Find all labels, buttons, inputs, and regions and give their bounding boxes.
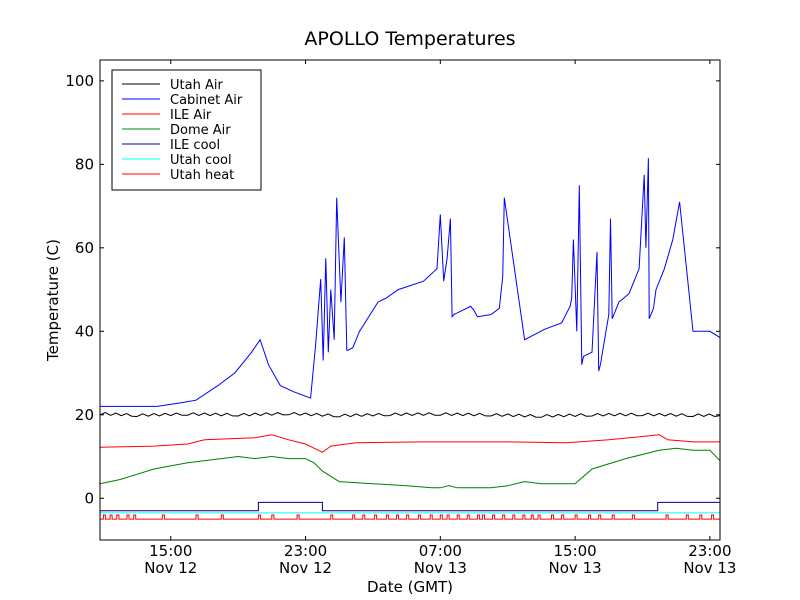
series-line-cabinet-air <box>100 158 721 407</box>
series-line-dome-air <box>99 447 721 489</box>
x-axis-label: Date (GMT) <box>367 578 453 596</box>
data-series <box>99 158 721 520</box>
x-tick-time-label: 15:00 <box>149 542 192 560</box>
legend-label-utah-cool: Utah cool <box>170 153 232 168</box>
legend-label-ile-air: ILE Air <box>170 108 212 123</box>
x-tick-time-label: 15:00 <box>553 542 596 560</box>
y-tick-label: 80 <box>75 155 94 173</box>
x-tick-date-label: Nov 13 <box>683 559 736 577</box>
legend-label-ile-cool: ILE cool <box>170 138 220 153</box>
x-tick-date-label: Nov 13 <box>549 559 602 577</box>
x-tick-time-label: 07:00 <box>419 542 462 560</box>
legend-label-utah-heat: Utah heat <box>170 168 234 183</box>
y-tick-label: 100 <box>65 72 94 90</box>
legend-label-cabinet-air: Cabinet Air <box>170 93 243 108</box>
y-tick-label: 40 <box>75 322 94 340</box>
x-tick-date-label: Nov 13 <box>414 559 467 577</box>
series-line-ile-cool <box>100 501 720 512</box>
chart-title: APOLLO Temperatures <box>304 28 515 50</box>
y-axis-label: Temperature (C) <box>44 239 62 362</box>
x-tick-date-label: Nov 12 <box>144 559 197 577</box>
x-tick-date-label: Nov 12 <box>279 559 332 577</box>
y-tick-label: 0 <box>84 489 94 507</box>
legend-label-dome-air: Dome Air <box>170 123 231 138</box>
x-tick-time-label: 23:00 <box>284 542 327 560</box>
legend-label-utah-air: Utah Air <box>170 78 223 93</box>
y-tick-label: 60 <box>75 239 94 257</box>
series-line-ile-air <box>99 434 720 453</box>
y-tick-label: 20 <box>75 406 94 424</box>
x-tick-time-label: 23:00 <box>688 542 731 560</box>
series-line-utah-air <box>99 411 721 418</box>
plot-frame <box>99 59 721 541</box>
legend-box <box>111 69 262 191</box>
series-line-utah-heat <box>100 514 720 520</box>
